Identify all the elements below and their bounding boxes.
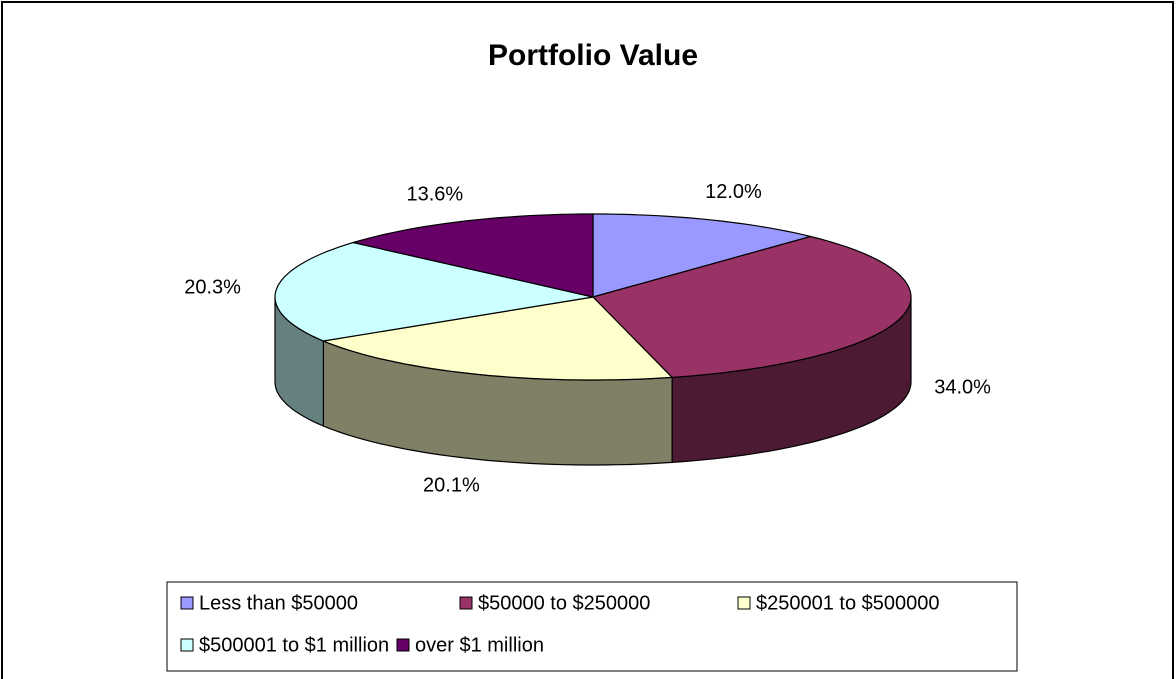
slice	[591, 235, 912, 379]
legend-swatch	[459, 596, 473, 610]
legend-box	[166, 581, 1018, 672]
chart-title: Portfolio Value	[488, 39, 698, 72]
slice	[274, 241, 594, 342]
legend-label: over $1 million	[415, 634, 544, 656]
legend-label: $500001 to $1 million	[199, 634, 389, 656]
data-label: 12.0%	[705, 181, 762, 203]
pie: 12.0% 34.0% 20.1% 20.3% 13.6%	[184, 181, 991, 496]
data-label: 13.6%	[407, 183, 464, 205]
legend-label: $250001 to $500000	[756, 592, 940, 614]
slice	[352, 213, 594, 298]
legend-swatch	[737, 596, 751, 610]
data-label: 20.3%	[184, 276, 241, 298]
legend-label: Less than $50000	[199, 592, 358, 614]
legend-swatch	[396, 638, 410, 652]
legend-swatch	[180, 638, 194, 652]
legend-swatch	[180, 596, 194, 610]
legend-label: $50000 to $250000	[478, 592, 650, 614]
data-label: 20.1%	[423, 474, 480, 496]
slice	[321, 296, 674, 381]
slice	[592, 213, 811, 298]
data-label: 34.0%	[934, 377, 991, 399]
legend: Less than $50000 $50000 to $250000 $250001…	[180, 592, 940, 656]
